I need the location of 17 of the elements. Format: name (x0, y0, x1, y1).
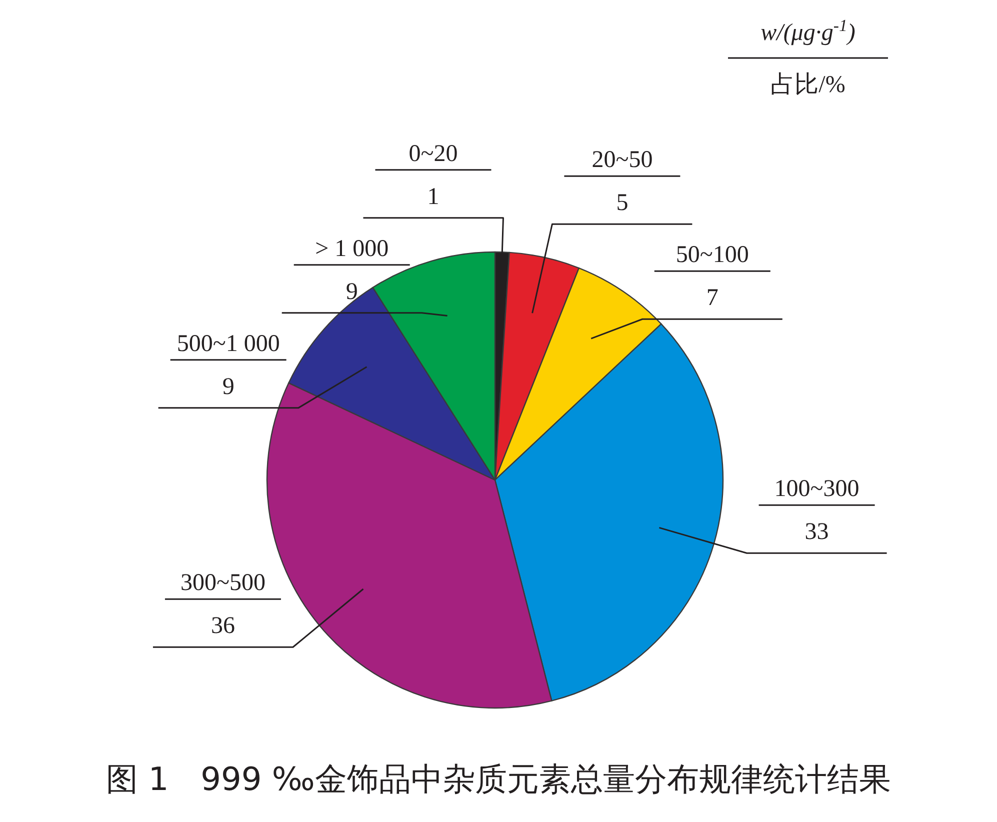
data-label: 9 (346, 278, 358, 305)
data-label: 9 (222, 374, 234, 400)
slice-label: 50~100 (676, 242, 749, 268)
slice-label: 300~500 (180, 570, 266, 596)
color-bar-title: 占比/% (770, 72, 846, 98)
data-label: 36 (210, 613, 235, 640)
text: 图 1 999 ‰金饰品中杂质元素总量分布规律统计结果 (106, 760, 891, 798)
slice-label: 500~1 000 (176, 330, 280, 357)
slice-label: 20~50 (592, 147, 653, 174)
data-label: 7 (706, 285, 718, 312)
data-label: 1 (427, 184, 440, 210)
legend-title: w/(μg·g$^{-1}$) (760, 16, 856, 46)
slice-label: 100~300 (774, 476, 860, 502)
slice-label: > 1 000 (315, 236, 389, 262)
data-label: 33 (804, 519, 829, 546)
data-label: 5 (616, 190, 628, 216)
slice-label: 0~20 (408, 140, 458, 167)
